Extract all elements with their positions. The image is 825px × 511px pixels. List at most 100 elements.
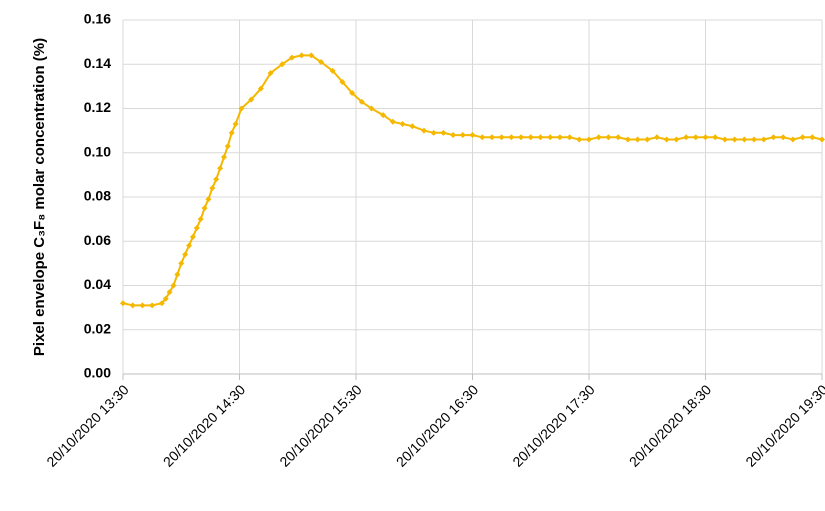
data-point — [576, 136, 583, 143]
data-point — [170, 282, 177, 289]
data-point — [209, 185, 216, 192]
data-point — [178, 260, 185, 267]
y-tick-label: 0.16 — [84, 11, 111, 27]
data-point — [624, 136, 631, 143]
data-point — [809, 134, 816, 141]
x-tick-label: 20/10/2020 14:30 — [160, 381, 249, 470]
data-point — [368, 105, 375, 112]
data-point — [339, 78, 346, 85]
data-point — [189, 233, 196, 240]
data-point — [288, 54, 295, 61]
data-point — [197, 216, 204, 223]
data-point — [349, 90, 356, 97]
data-point — [692, 134, 699, 141]
data-point — [605, 134, 612, 141]
data-point — [430, 129, 437, 136]
data-point — [440, 129, 447, 136]
data-point — [653, 134, 660, 141]
data-point — [193, 224, 200, 231]
data-point — [702, 134, 709, 141]
x-tick-label: 20/10/2020 13:30 — [43, 381, 132, 470]
y-tick-label: 0.14 — [84, 55, 111, 71]
data-point — [205, 196, 212, 203]
data-point — [799, 134, 806, 141]
data-point — [731, 136, 738, 143]
x-tick-label: 20/10/2020 16:30 — [393, 381, 482, 470]
data-point — [224, 143, 231, 150]
data-point — [267, 70, 274, 77]
data-point — [389, 118, 396, 125]
data-point — [318, 59, 325, 66]
x-tick-label: 20/10/2020 18:30 — [626, 381, 715, 470]
data-point — [819, 136, 825, 143]
data-point — [459, 132, 466, 139]
data-point — [420, 127, 427, 134]
data-point — [712, 134, 719, 141]
data-point — [158, 300, 165, 307]
y-tick-label: 0.12 — [84, 99, 111, 115]
data-point — [488, 134, 495, 141]
data-point — [673, 136, 680, 143]
data-point — [615, 134, 622, 141]
data-point — [220, 154, 227, 161]
data-point — [120, 300, 126, 307]
data-point — [308, 52, 315, 59]
y-tick-label: 0.02 — [84, 320, 111, 336]
data-point — [683, 134, 690, 141]
data-point — [634, 136, 641, 143]
data-point — [238, 105, 245, 112]
data-point — [780, 134, 787, 141]
y-tick-label: 0.10 — [84, 143, 111, 159]
data-point — [217, 165, 224, 172]
y-tick-label: 0.00 — [84, 365, 111, 381]
data-point — [228, 129, 235, 136]
data-point — [741, 136, 748, 143]
data-point — [182, 251, 189, 258]
data-point — [174, 271, 181, 278]
data-point — [663, 136, 670, 143]
y-tick-label: 0.06 — [84, 232, 111, 248]
data-point — [556, 134, 563, 141]
x-tick-label: 20/10/2020 17:30 — [509, 381, 598, 470]
data-point — [213, 176, 220, 183]
x-tick-label: 20/10/2020 15:30 — [276, 381, 365, 470]
data-point — [566, 134, 573, 141]
data-point — [166, 289, 173, 296]
data-point — [518, 134, 525, 141]
data-point — [644, 136, 651, 143]
x-tick-label: 20/10/2020 19:30 — [742, 381, 825, 470]
data-point — [257, 85, 264, 92]
data-point — [139, 302, 146, 309]
data-point — [537, 134, 544, 141]
data-point — [527, 134, 534, 141]
data-point — [399, 120, 406, 127]
data-point — [298, 52, 305, 59]
data-point — [760, 136, 767, 143]
data-point — [586, 136, 592, 143]
data-point — [129, 302, 136, 309]
data-point — [380, 112, 387, 119]
data-point — [232, 120, 239, 127]
data-point — [469, 132, 476, 139]
data-point — [770, 134, 777, 141]
data-point — [721, 136, 728, 143]
data-point — [508, 134, 515, 141]
data-point — [595, 134, 602, 141]
data-point — [149, 302, 156, 309]
data-point — [358, 98, 365, 105]
data-point — [201, 205, 208, 212]
data-point — [279, 61, 286, 68]
data-point — [162, 295, 169, 302]
data-point — [450, 132, 457, 139]
data-point — [479, 134, 486, 141]
y-tick-label: 0.04 — [84, 276, 111, 292]
data-point — [186, 242, 193, 249]
y-axis-label: Pixel envelope C₃F₈ molar concentration … — [31, 38, 48, 356]
data-point — [751, 136, 758, 143]
data-point — [547, 134, 554, 141]
data-point — [248, 96, 255, 103]
y-tick-label: 0.08 — [84, 188, 111, 204]
data-point — [329, 67, 336, 74]
data-point — [498, 134, 505, 141]
